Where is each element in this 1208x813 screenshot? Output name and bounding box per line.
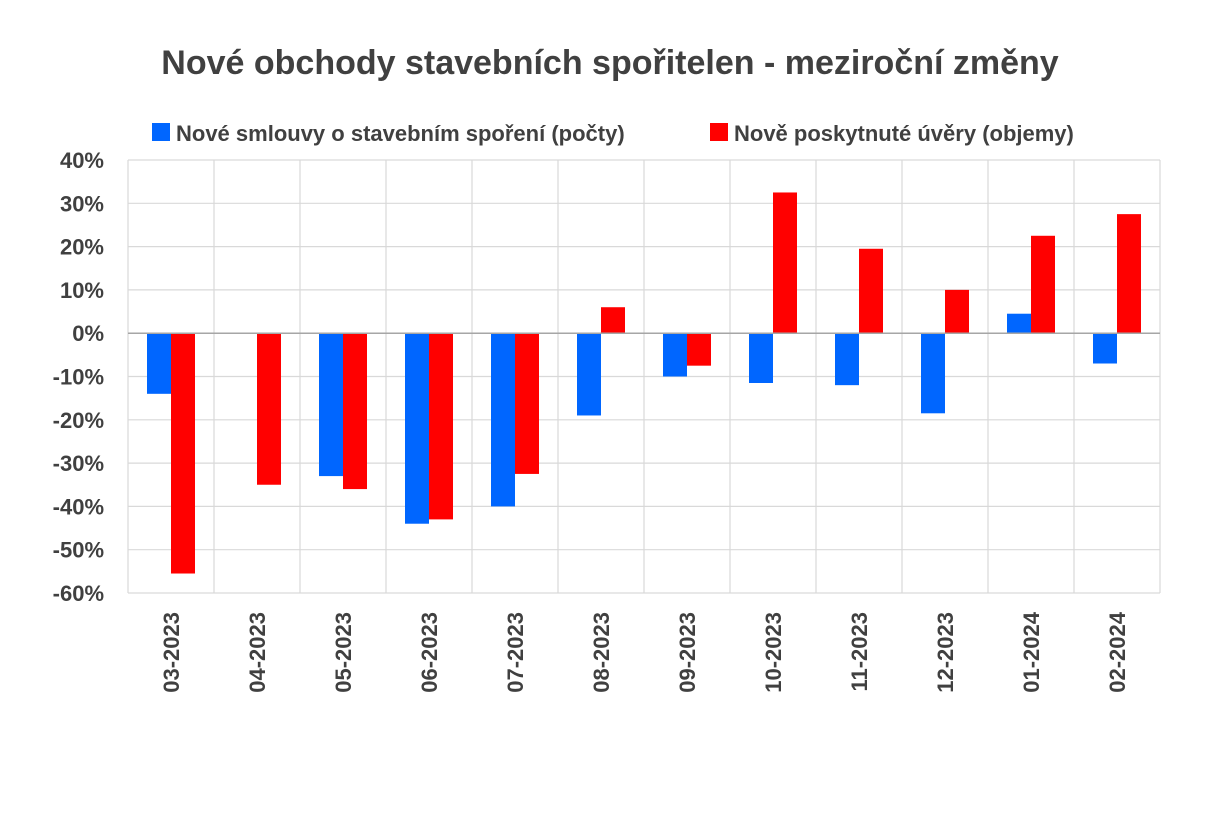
bar-nove-smlouvy-03-2023 bbox=[147, 333, 171, 394]
legend-swatch-nove-smlouvy bbox=[152, 123, 170, 141]
legend-swatch-nove-uvery bbox=[710, 123, 728, 141]
bar-nove-smlouvy-02-2024 bbox=[1093, 333, 1117, 364]
x-tick-label: 01-2024 bbox=[1019, 611, 1044, 693]
legend-label-nove-uvery: Nově poskytnuté úvěry (objemy) bbox=[734, 121, 1074, 146]
chart-title: Nové obchody stavebních spořitelen - mez… bbox=[161, 44, 1059, 82]
x-tick-label: 02-2024 bbox=[1105, 611, 1130, 693]
bar-nove-smlouvy-08-2023 bbox=[577, 333, 601, 416]
bar-nove-uvery-08-2023 bbox=[601, 307, 625, 334]
bar-nove-uvery-10-2023 bbox=[773, 192, 797, 334]
bar-nove-uvery-05-2023 bbox=[343, 333, 367, 490]
bar-nove-uvery-11-2023 bbox=[859, 248, 883, 334]
bar-nove-smlouvy-12-2023 bbox=[921, 333, 945, 414]
plot-area: 40% 30% 20% 10% 0% -10% -20% -30% -40% -50% -60% 03… bbox=[53, 148, 1161, 693]
y-tick-label: -10% bbox=[53, 365, 104, 390]
x-tick-label: 03-2023 bbox=[159, 612, 184, 693]
x-tick-label: 05-2023 bbox=[331, 612, 356, 693]
bar-nove-uvery-01-2024 bbox=[1031, 235, 1055, 334]
bar-nove-smlouvy-05-2023 bbox=[319, 333, 343, 477]
y-tick-label: -60% bbox=[53, 581, 104, 606]
bar-nove-smlouvy-09-2023 bbox=[663, 333, 687, 377]
y-tick-label: 20% bbox=[60, 235, 104, 260]
bar-nove-uvery-04-2023 bbox=[257, 333, 281, 485]
x-tick-label: 09-2023 bbox=[675, 612, 700, 693]
bar-nove-uvery-07-2023 bbox=[515, 333, 539, 474]
x-tick-label: 04-2023 bbox=[245, 612, 270, 693]
x-tick-label: 11-2023 bbox=[847, 612, 872, 692]
y-tick-label: -50% bbox=[53, 538, 104, 563]
bar-nove-smlouvy-07-2023 bbox=[491, 333, 515, 507]
x-tick-label: 06-2023 bbox=[417, 612, 442, 693]
y-tick-label: 40% bbox=[60, 148, 104, 173]
y-tick-label: 0% bbox=[72, 321, 104, 346]
legend: Nové smlouvy o stavebním spoření (počty)… bbox=[152, 121, 1074, 146]
bar-nove-uvery-12-2023 bbox=[945, 289, 969, 334]
y-tick-label: -40% bbox=[53, 494, 104, 519]
x-tick-label: 10-2023 bbox=[761, 612, 786, 693]
y-tick-label: -20% bbox=[53, 408, 104, 433]
y-tick-label: 30% bbox=[60, 191, 104, 216]
y-tick-label: -30% bbox=[53, 451, 104, 476]
bar-nove-smlouvy-06-2023 bbox=[405, 333, 429, 524]
y-tick-label: 10% bbox=[60, 278, 104, 303]
bar-nove-uvery-02-2024 bbox=[1117, 214, 1141, 334]
legend-label-nove-smlouvy: Nové smlouvy o stavebním spoření (počty) bbox=[176, 121, 625, 146]
x-tick-label: 12-2023 bbox=[933, 612, 958, 693]
bar-nove-uvery-09-2023 bbox=[687, 333, 711, 366]
bar-nove-uvery-06-2023 bbox=[429, 333, 453, 520]
bar-nove-uvery-03-2023 bbox=[171, 333, 195, 574]
bar-nove-smlouvy-11-2023 bbox=[835, 333, 859, 386]
bar-nove-smlouvy-10-2023 bbox=[749, 333, 773, 383]
x-tick-label: 08-2023 bbox=[589, 612, 614, 693]
x-tick-label: 07-2023 bbox=[503, 612, 528, 693]
bar-nove-smlouvy-01-2024 bbox=[1007, 313, 1031, 334]
